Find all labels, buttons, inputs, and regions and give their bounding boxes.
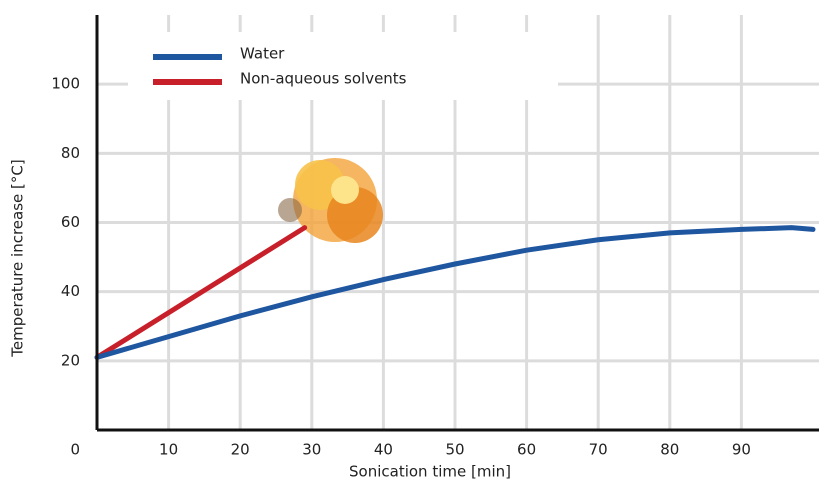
x-tick-label: 40 [374,441,393,459]
x-tick-label: 70 [589,441,608,459]
explosion [278,158,383,243]
legend-label: Water [240,45,285,63]
x-tick-label: 30 [302,441,321,459]
x-tick-label: 10 [159,441,178,459]
lines [94,225,816,360]
y-tick-label: 20 [61,351,80,369]
y-axis-label: Temperature increase [°C] [9,159,27,357]
legend: Water Non-aqueous solvents [153,45,407,88]
y-tick-label: 80 [61,144,80,162]
series-line [94,225,308,360]
x-tick-label: 80 [660,441,679,459]
y-tick-label: 0 [70,441,80,459]
legend-label: Non-aqueous solvents [240,70,407,88]
y-tick-label: 60 [61,213,80,231]
x-axis-label: Sonication time [min] [349,463,511,481]
y-tick-label: 100 [51,75,80,93]
x-tick-label: 20 [231,441,250,459]
x-tick-label: 60 [517,441,536,459]
y-tick-label: 40 [61,282,80,300]
series-line [94,225,816,360]
x-tick-label: 50 [445,441,464,459]
legend-box [128,32,558,100]
x-tick-label: 90 [732,441,751,459]
